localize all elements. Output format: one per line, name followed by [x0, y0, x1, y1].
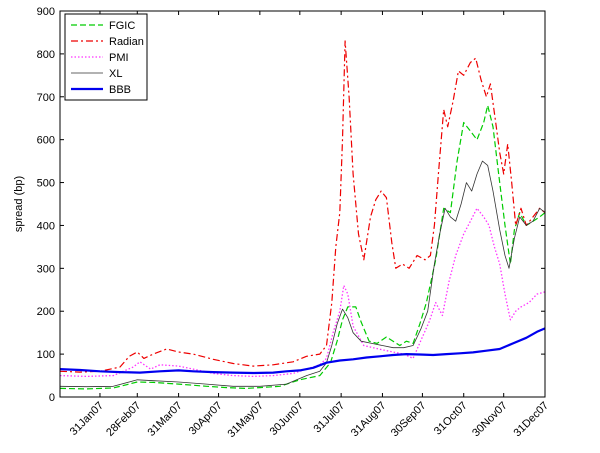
- legend-label-bbb: BBB: [109, 84, 131, 96]
- y-tick-label: 0: [49, 392, 55, 404]
- x-tick-label: 31Jan07: [68, 400, 106, 438]
- x-tick-label: 31Aug07: [349, 400, 389, 440]
- series-layer: [59, 40, 546, 390]
- x-tick-label: 30Apr07: [187, 400, 225, 438]
- x-tick-label: 30Nov07: [470, 400, 510, 440]
- x-tick-label: 30Sep07: [389, 400, 429, 440]
- legend-label-radian: Radian: [109, 36, 144, 48]
- series-line-bbb: [59, 327, 546, 375]
- legend-label-pmi: PMI: [109, 52, 129, 64]
- legend: FGIC Radian PMI XL BBB: [64, 13, 148, 101]
- y-tick-label: 500: [37, 178, 55, 190]
- y-tick-label: 600: [37, 135, 55, 147]
- x-tick-label: 31Oct07: [432, 400, 470, 438]
- x-tick-label: 31May07: [225, 400, 265, 440]
- x-tick-label: 30Jun07: [268, 400, 306, 438]
- x-tick-label: 28Feb07: [104, 400, 143, 439]
- series-line-pmi: [59, 207, 546, 378]
- series-line-radian: [59, 40, 546, 373]
- y-axis-label: spread (bp): [13, 176, 25, 232]
- plot-frame: [59, 10, 546, 398]
- series-line-fgic: [59, 104, 546, 390]
- y-tick-label: 900: [37, 6, 55, 18]
- x-tick-label: 31Jul07: [312, 400, 348, 436]
- x-tick-label: 31Dec07: [511, 400, 551, 440]
- series-line-xl: [59, 160, 546, 388]
- y-tick-label: 700: [37, 92, 55, 104]
- x-tick-label: 31Mar07: [146, 400, 185, 439]
- y-tick-label: 100: [37, 349, 55, 361]
- y-tick-label: 400: [37, 220, 55, 232]
- y-tick-label: 200: [37, 306, 55, 318]
- y-tick-label: 300: [37, 263, 55, 275]
- legend-label-xl: XL: [109, 68, 122, 80]
- legend-label-fgic: FGIC: [109, 20, 135, 32]
- y-tick-label: 800: [37, 49, 55, 61]
